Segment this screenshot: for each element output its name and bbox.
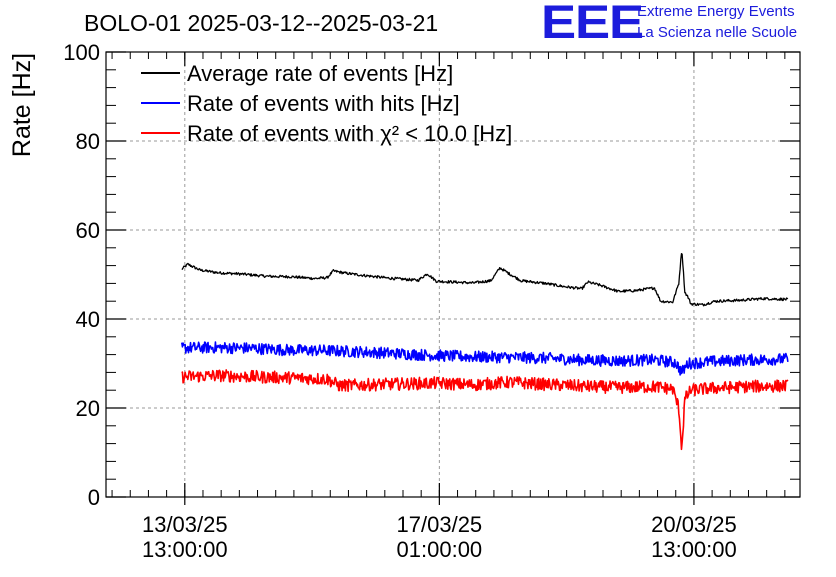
series-line-2 xyxy=(180,341,789,376)
y-tick-label: 100 xyxy=(63,40,100,65)
series-line-3 xyxy=(181,369,789,451)
grid-lines xyxy=(106,52,800,497)
legend: Average rate of events [Hz] Rate of event… xyxy=(141,61,512,146)
eee-logo: EEE xyxy=(541,0,644,45)
chart-title: BOLO-01 2025-03-12--2025-03-21 xyxy=(84,10,438,36)
y-tick-label: 60 xyxy=(76,218,100,243)
y-axis-label: Rate [Hz] xyxy=(8,53,36,157)
axes: 02040608010013/03/2513:00:0017/03/2501:0… xyxy=(63,40,800,562)
legend-label-1: Average rate of events [Hz] xyxy=(187,61,453,86)
series-line-1 xyxy=(181,253,789,307)
eee-logo-line2: La Scienza nelle Scuole xyxy=(637,24,798,41)
series-lines xyxy=(180,253,789,451)
y-tick-label: 0 xyxy=(88,485,100,510)
plot-frame xyxy=(105,51,801,498)
x-tick-label-date: 17/03/25 xyxy=(397,512,483,537)
y-tick-label: 20 xyxy=(76,396,100,421)
eee-logo-line1: Extreme Energy Events xyxy=(637,3,795,20)
x-tick-label-time: 13:00:00 xyxy=(142,537,228,562)
x-tick-label-time: 13:00:00 xyxy=(651,537,737,562)
x-tick-label-date: 13/03/25 xyxy=(142,512,228,537)
y-tick-label: 40 xyxy=(76,307,100,332)
legend-label-2: Rate of events with hits [Hz] xyxy=(187,91,460,116)
x-tick-label-time: 01:00:00 xyxy=(397,537,483,562)
legend-label-3: Rate of events with χ² < 10.0 [Hz] xyxy=(187,121,512,146)
x-tick-label-date: 20/03/25 xyxy=(651,512,737,537)
eee-logo-letters: EEE xyxy=(541,0,644,48)
y-tick-label: 80 xyxy=(76,129,100,154)
